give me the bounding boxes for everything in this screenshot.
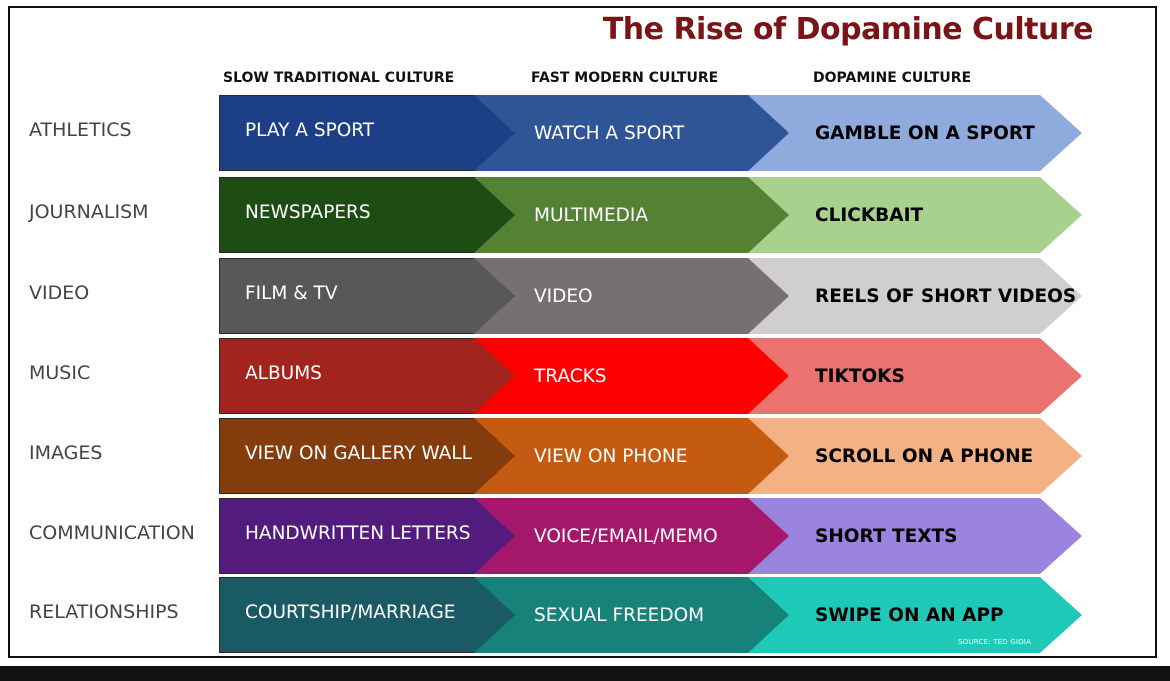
source-credit: SOURCE: TED GIOIA <box>958 638 1032 646</box>
chevron-video-fast-modern: VIDEO <box>473 258 789 334</box>
chevron-text: SHORT TEXTS <box>815 525 958 547</box>
bottom-bar <box>0 666 1170 681</box>
row-label-images: IMAGES <box>29 442 103 464</box>
chevron-athletics-slow-traditional: PLAY A SPORT <box>219 95 515 171</box>
chevron-text: WATCH A SPORT <box>534 122 685 144</box>
diagram-title: The Rise of Dopamine Culture <box>602 12 1094 47</box>
chevron-images-slow-traditional: VIEW ON GALLERY WALL <box>219 418 515 494</box>
chevron-text: PLAY A SPORT <box>245 119 375 141</box>
chevron-images-fast-modern: VIEW ON PHONE <box>473 418 789 494</box>
chevron-text: VOICE/EMAIL/MEMO <box>534 525 718 547</box>
row-label-communication: COMMUNICATION <box>29 522 195 544</box>
chevron-journalism-fast-modern: MULTIMEDIA <box>473 177 789 253</box>
chevron-video-dopamine: REELS OF SHORT VIDEOS <box>744 258 1082 334</box>
chevron-text: GAMBLE ON A SPORT <box>815 122 1035 144</box>
row-label-video: VIDEO <box>29 282 90 304</box>
chevron-athletics-dopamine: GAMBLE ON A SPORT <box>744 95 1082 171</box>
column-header-dopamine: DOPAMINE CULTURE <box>813 70 972 86</box>
chevron-text: ALBUMS <box>245 362 322 384</box>
chevron-text: VIDEO <box>534 285 593 307</box>
chevron-music-dopamine: TIKTOKS <box>744 338 1082 414</box>
chevron-video-slow-traditional: FILM & TV <box>219 258 515 334</box>
chevron-text: SWIPE ON AN APP <box>815 604 1004 626</box>
row-label-journalism: JOURNALISM <box>29 201 149 223</box>
chevron-text: COURTSHIP/MARRIAGE <box>245 601 456 623</box>
chevron-text: SEXUAL FREEDOM <box>534 604 705 626</box>
chevron-text: MULTIMEDIA <box>534 204 649 226</box>
row-label-music: MUSIC <box>29 362 91 384</box>
chevron-journalism-dopamine: CLICKBAIT <box>744 177 1082 253</box>
chevron-text: TIKTOKS <box>815 365 905 387</box>
chevron-text: VIEW ON GALLERY WALL <box>245 442 472 464</box>
chevron-text: NEWSPAPERS <box>245 201 371 223</box>
chevron-text: CLICKBAIT <box>815 204 924 226</box>
column-header-slow-traditional: SLOW TRADITIONAL CULTURE <box>223 70 455 86</box>
chevron-relationships-fast-modern: SEXUAL FREEDOM <box>473 577 789 653</box>
chevron-communication-dopamine: SHORT TEXTS <box>744 498 1082 574</box>
chevron-text: REELS OF SHORT VIDEOS <box>815 285 1077 307</box>
chevron-athletics-fast-modern: WATCH A SPORT <box>473 95 789 171</box>
chevron-text: FILM & TV <box>245 282 338 304</box>
chevron-text: TRACKS <box>534 365 607 387</box>
chevron-images-dopamine: SCROLL ON A PHONE <box>744 418 1082 494</box>
chevron-journalism-slow-traditional: NEWSPAPERS <box>219 177 515 253</box>
chevron-text: HANDWRITTEN LETTERS <box>245 522 471 544</box>
chevron-communication-slow-traditional: HANDWRITTEN LETTERS <box>219 498 515 574</box>
diagram-frame <box>8 6 1157 658</box>
column-header-fast-modern: FAST MODERN CULTURE <box>531 70 719 86</box>
chevron-music-slow-traditional: ALBUMS <box>219 338 515 414</box>
chevron-text: VIEW ON PHONE <box>534 445 688 467</box>
chevron-relationships-dopamine: SWIPE ON AN APP <box>744 577 1082 653</box>
chevron-text: SCROLL ON A PHONE <box>815 445 1034 467</box>
chevron-relationships-slow-traditional: COURTSHIP/MARRIAGE <box>219 577 515 653</box>
chevron-communication-fast-modern: VOICE/EMAIL/MEMO <box>473 498 789 574</box>
row-label-athletics: ATHLETICS <box>29 119 132 141</box>
row-label-relationships: RELATIONSHIPS <box>29 601 179 623</box>
chevron-music-fast-modern: TRACKS <box>473 338 789 414</box>
